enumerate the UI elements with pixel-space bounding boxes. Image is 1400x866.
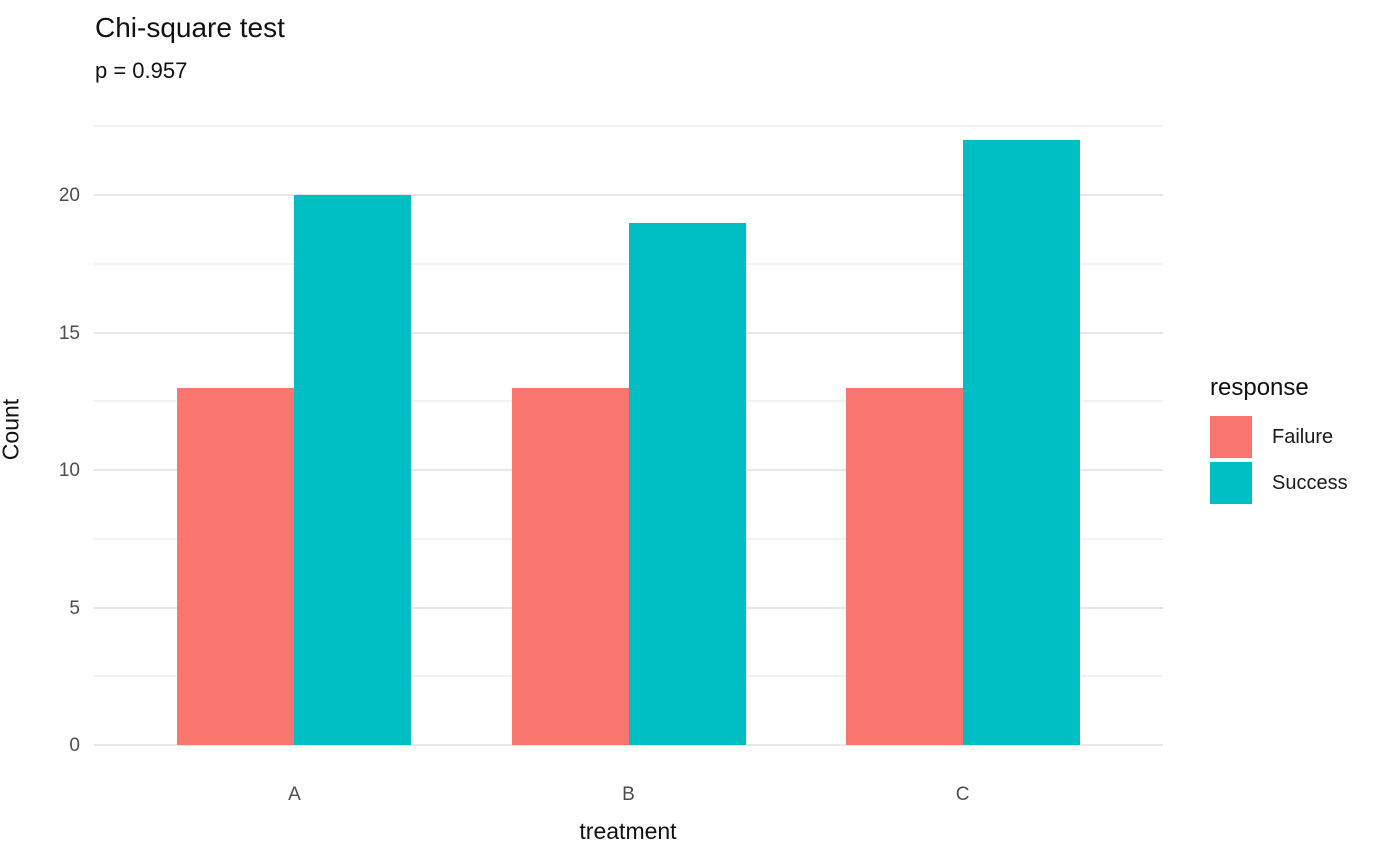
gridline-major — [94, 744, 1163, 746]
legend: response Failure Success — [1210, 374, 1348, 508]
bar-success-a — [294, 195, 412, 745]
legend-label: Failure — [1272, 425, 1334, 448]
legend-label: Success — [1272, 471, 1348, 494]
gridline-major — [94, 194, 1163, 197]
legend-title: response — [1210, 374, 1309, 401]
bar-success-b — [628, 222, 746, 745]
legend-item-success: Success — [1210, 462, 1348, 504]
legend-items: Failure Success — [1210, 416, 1348, 504]
x-tick-label-b: B — [622, 784, 635, 805]
chart-subtitle: p = 0.957 — [95, 58, 188, 83]
bar-failure-b — [511, 387, 629, 745]
y-tick-label: 0 — [69, 735, 80, 756]
legend-key-swatch — [1210, 462, 1252, 504]
gridline-minor — [94, 125, 1163, 128]
x-tick-label-c: C — [955, 784, 970, 805]
chart-title: Chi-square test — [95, 12, 285, 43]
bar-failure-c — [845, 387, 963, 745]
y-tick-label: 20 — [58, 185, 80, 207]
legend-key-swatch — [1210, 416, 1252, 458]
y-tick-label: 15 — [58, 322, 80, 344]
x-tick-label-a: A — [288, 784, 301, 805]
y-tick-label: 5 — [69, 597, 80, 619]
y-tick-label: 10 — [58, 460, 80, 482]
plot-panel — [94, 110, 1163, 746]
legend-item-failure: Failure — [1210, 416, 1348, 458]
y-axis-title: Count — [0, 398, 24, 461]
bar-success-c — [962, 140, 1080, 745]
bar-failure-a — [177, 387, 295, 745]
x-axis-title: treatment — [579, 818, 677, 844]
